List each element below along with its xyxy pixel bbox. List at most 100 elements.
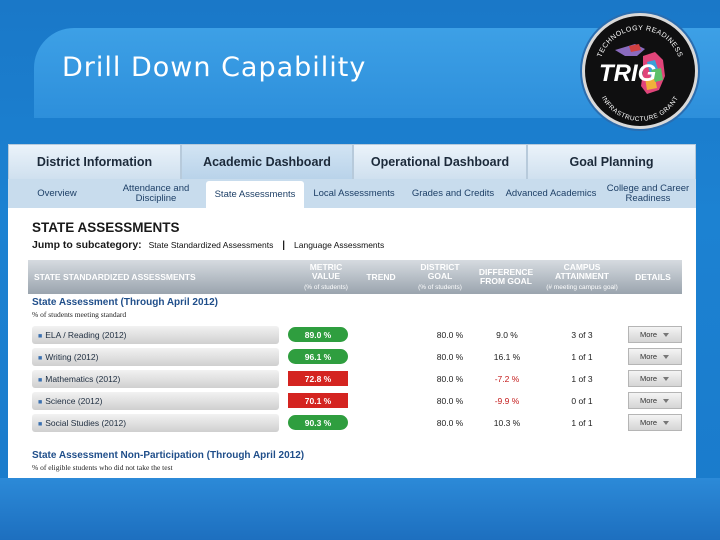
header-campus-label: CAMPUS ATTAINMENT [555,262,609,281]
metric-value-badge: 70.1 % [288,393,348,408]
more-button[interactable]: More [628,392,682,409]
campus-attainment-value: 1 of 1 [571,352,593,362]
row-label: ■ Writing (2012) [38,352,98,362]
assessment-name: Mathematics (2012) [45,374,121,384]
group-title-state-assessment: State Assessment (Through April 2012) [32,297,218,308]
subtab-advanced-academics[interactable]: Advanced Academics [505,187,597,199]
assessment-name: Social Studies (2012) [45,418,127,428]
main-tabs: District Information Academic Dashboard … [8,144,696,179]
jump-link-language[interactable]: Language Assessments [294,240,385,250]
campus-attainment-value: 1 of 3 [571,374,593,384]
subtab-attendance-discipline[interactable]: Attendance and Discipline [122,182,190,204]
chevron-down-icon [663,332,670,337]
bullet-icon: ■ [38,421,43,428]
header-details: DETAILS [635,272,671,282]
header-trend: TREND [366,272,396,282]
header-assessments: STATE STANDARDIZED ASSESSMENTS [34,272,196,282]
assessment-name: Science (2012) [45,396,103,406]
more-label: More [640,418,658,427]
tab-district-information[interactable]: District Information [8,144,181,179]
group-subtitle: % of students meeting standard [32,310,127,319]
row-label-bar[interactable]: ■ Writing (2012) [32,348,279,366]
row-label: ■ Science (2012) [38,396,102,406]
more-button[interactable]: More [628,370,682,387]
campus-attainment-value: 1 of 1 [571,418,593,428]
bullet-icon: ■ [38,333,43,340]
chevron-down-icon [663,398,670,403]
chevron-down-icon [663,376,670,381]
district-goal-value: 80.0 % [436,352,464,362]
table-row: ■ ELA / Reading (2012) 89.0 % 80.0 % 9.0 % 3 … [32,326,682,344]
subtab-local-assessments[interactable]: Local Assessments [313,187,395,199]
table-row: ■ Science (2012) 70.1 % 80.0 % -9.9 % 0 of 1 M… [32,392,682,410]
jump-label: Jump to subcategory: [32,239,142,251]
more-label: More [640,330,658,339]
table-row: ■ Writing (2012) 96.1 % 80.0 % 16.1 % 1 of 1 M… [32,348,682,366]
trig-logo: TECHNOLOGY READINESS INFRASTRUCTURE GRAN… [582,13,698,129]
assessment-name: Writing (2012) [45,352,99,362]
subtab-state-assessments[interactable]: State Assessments [206,181,304,208]
subtab-grades-credits[interactable]: Grades and Credits [411,187,495,199]
header-difference: DIFFERENCE FROM GOAL [478,267,534,286]
metric-value-badge: 72.8 % [288,371,348,386]
row-label-bar[interactable]: ■ ELA / Reading (2012) [32,326,279,344]
district-goal-value: 80.0 % [436,330,464,340]
dashboard-screenshot: District Information Academic Dashboard … [8,144,696,478]
jump-to-subcategory: Jump to subcategory: State Standardized … [32,239,384,251]
campus-attainment-value: 0 of 1 [571,396,593,406]
difference-value: 16.1 % [493,352,521,362]
svg-text:INFRASTRUCTURE GRANT: INFRASTRUCTURE GRANT [600,95,680,123]
bullet-icon: ■ [38,399,43,406]
tab-academic-dashboard[interactable]: Academic Dashboard [181,144,353,179]
chevron-down-icon [663,420,670,425]
more-label: More [640,374,658,383]
jump-link-state-standardized[interactable]: State Standardized Assessments [148,240,274,250]
bullet-icon: ■ [38,377,43,384]
header-goal-label: DISTRICT GOAL [420,262,460,281]
row-label-bar[interactable]: ■ Social Studies (2012) [32,414,279,432]
logo-ring-bottom: INFRASTRUCTURE GRANT [600,95,680,123]
section-title: STATE ASSESSMENTS [32,220,180,235]
header-metric-value: METRIC VALUE (% of students) [296,263,356,292]
tab-goal-planning[interactable]: Goal Planning [527,144,696,179]
difference-value: -7.2 % [494,374,520,384]
difference-value: 9.0 % [496,330,518,340]
more-button[interactable]: More [628,326,682,343]
subtab-college-career-readiness[interactable]: College and Career Readiness [606,182,690,204]
difference-value: -9.9 % [494,396,520,406]
subtab-overview[interactable]: Overview [37,187,77,199]
more-label: More [640,396,658,405]
header-goal-sub: (% of students) [418,284,462,291]
metric-value-badge: 90.3 % [288,415,348,430]
header-district-goal: DISTRICT GOAL (% of students) [408,263,472,292]
table-row: ■ Mathematics (2012) 72.8 % 80.0 % -7.2 % 1 o… [32,370,682,388]
assessment-name: ELA / Reading (2012) [45,330,127,340]
michigan-map-icon: TECHNOLOGY READINESS INFRASTRUCTURE GRAN… [597,25,683,123]
more-button[interactable]: More [628,414,682,431]
district-goal-value: 80.0 % [436,374,464,384]
more-button[interactable]: More [628,348,682,365]
header-campus-sub: (# meeting campus goal) [546,284,618,291]
campus-attainment-value: 3 of 3 [571,330,593,340]
group-title-non-participation: State Assessment Non-Participation (Thro… [32,450,305,461]
row-label: ■ Social Studies (2012) [38,418,126,428]
row-label: ■ ELA / Reading (2012) [38,330,127,340]
metric-value-badge: 96.1 % [288,349,348,364]
district-goal-value: 80.0 % [436,396,464,406]
table-header: STATE STANDARDIZED ASSESSMENTS METRIC VA… [28,260,682,294]
header-metric-label: METRIC VALUE [309,262,343,281]
row-label: ■ Mathematics (2012) [38,374,120,384]
table-row: ■ Social Studies (2012) 90.3 % 80.0 % 10.3 %… [32,414,682,432]
difference-value: 10.3 % [493,418,521,428]
chevron-down-icon [663,354,670,359]
jump-separator: | [282,240,286,251]
sub-tabs: Overview Attendance and Discipline State… [8,179,696,208]
logo-text: TRIG [599,60,657,87]
group-subtitle-non-participation: % of eligible students who did not take … [32,463,173,472]
more-label: More [640,352,658,361]
metric-value-badge: 89.0 % [288,327,348,342]
header-metric-sub: (% of students) [304,284,348,291]
row-label-bar[interactable]: ■ Mathematics (2012) [32,370,279,388]
row-label-bar[interactable]: ■ Science (2012) [32,392,279,410]
tab-operational-dashboard[interactable]: Operational Dashboard [353,144,527,179]
